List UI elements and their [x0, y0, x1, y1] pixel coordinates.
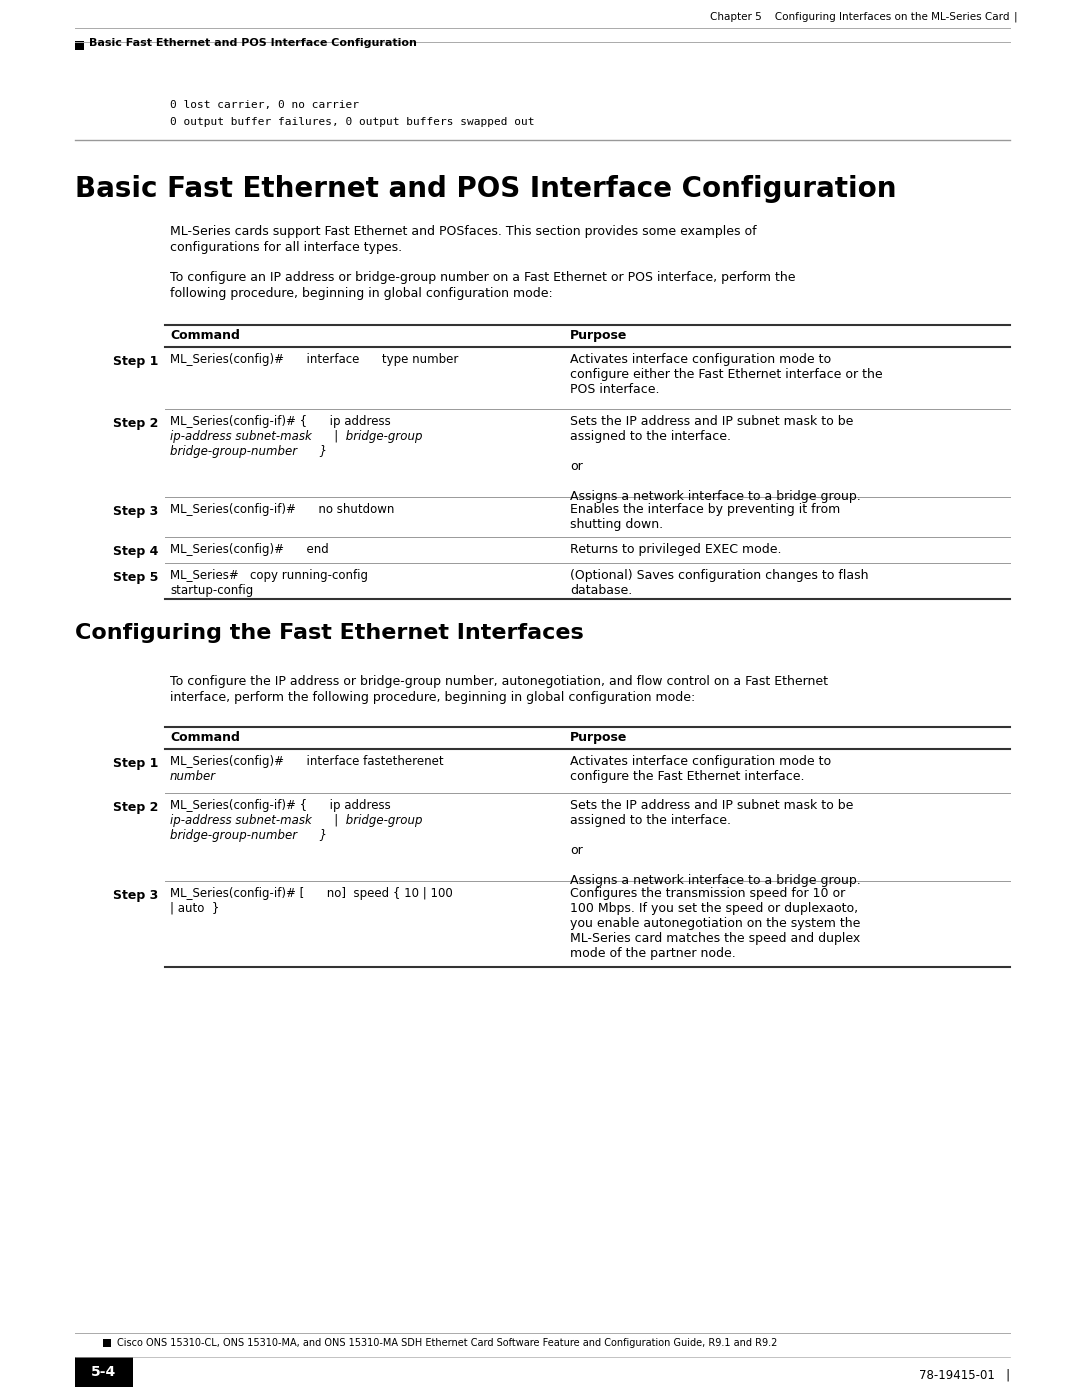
Text: Step 1: Step 1: [112, 355, 158, 367]
Text: mode of the partner node.: mode of the partner node.: [570, 947, 735, 960]
Text: configure the Fast Ethernet interface.: configure the Fast Ethernet interface.: [570, 770, 805, 782]
Text: Step 3: Step 3: [112, 888, 158, 902]
Text: Cisco ONS 15310-CL, ONS 15310-MA, and ONS 15310-MA SDH Ethernet Card Software Fe: Cisco ONS 15310-CL, ONS 15310-MA, and ON…: [117, 1338, 778, 1348]
Text: |: |: [1014, 11, 1017, 22]
Text: Step 5: Step 5: [112, 571, 158, 584]
Text: Activates interface configuration mode to: Activates interface configuration mode t…: [570, 754, 832, 768]
Text: 5-4: 5-4: [92, 1365, 117, 1379]
Text: Step 2: Step 2: [112, 416, 158, 430]
Text: Basic Fast Ethernet and POS Interface Configuration: Basic Fast Ethernet and POS Interface Co…: [89, 38, 417, 47]
Text: you enable autonegotiation on the system the: you enable autonegotiation on the system…: [570, 916, 861, 930]
Text: Command: Command: [170, 330, 240, 342]
Text: Step 1: Step 1: [112, 757, 158, 770]
Text: Activates interface configuration mode to: Activates interface configuration mode t…: [570, 353, 832, 366]
Text: ip-address subnet-mask      |  bridge-group: ip-address subnet-mask | bridge-group: [170, 430, 422, 443]
Text: configurations for all interface types.: configurations for all interface types.: [170, 242, 402, 254]
Text: ML_Series#   copy running-config: ML_Series# copy running-config: [170, 569, 368, 583]
Text: assigned to the interface.: assigned to the interface.: [570, 430, 731, 443]
Text: ip-address subnet-mask      |  bridge-group: ip-address subnet-mask | bridge-group: [170, 814, 422, 827]
Text: database.: database.: [570, 584, 632, 597]
Text: ML_Series(config-if)# {      ip address: ML_Series(config-if)# { ip address: [170, 415, 391, 427]
Text: ML-Series cards support Fast Ethernet and POSfaces. This section provides some e: ML-Series cards support Fast Ethernet an…: [170, 225, 757, 237]
Text: ML_Series(config)#      end: ML_Series(config)# end: [170, 543, 328, 556]
Bar: [75, 41, 84, 50]
Text: Step 3: Step 3: [112, 504, 158, 518]
Text: configure either the Fast Ethernet interface or the: configure either the Fast Ethernet inter…: [570, 367, 882, 381]
Text: 78-19415-01   |: 78-19415-01 |: [919, 1369, 1010, 1382]
Text: Configures the transmission speed for 10 or: Configures the transmission speed for 10…: [570, 887, 846, 900]
Text: bridge-group-number      }: bridge-group-number }: [170, 446, 327, 458]
Text: ML_Series(config-if)#      no shutdown: ML_Series(config-if)# no shutdown: [170, 503, 394, 515]
Text: number: number: [170, 770, 216, 782]
Bar: [75, 1356, 133, 1387]
Text: | auto  }: | auto }: [170, 902, 219, 915]
Text: To configure the IP address or bridge-group number, autonegotiation, and flow co: To configure the IP address or bridge-gr…: [170, 675, 828, 687]
Text: or: or: [570, 844, 583, 856]
Text: ML_Series(config-if)# [      no]  speed { 10 | 100: ML_Series(config-if)# [ no] speed { 10 |…: [170, 887, 453, 900]
Bar: [103, 1338, 111, 1347]
Text: To configure an IP address or bridge-group number on a Fast Ethernet or POS inte: To configure an IP address or bridge-gro…: [170, 271, 796, 284]
Text: assigned to the interface.: assigned to the interface.: [570, 814, 731, 827]
Text: Assigns a network interface to a bridge group.: Assigns a network interface to a bridge …: [570, 875, 861, 887]
Text: startup-config: startup-config: [170, 584, 253, 597]
Text: Enables the interface by preventing it from: Enables the interface by preventing it f…: [570, 503, 840, 515]
Text: Command: Command: [170, 731, 240, 745]
Text: shutting down.: shutting down.: [570, 518, 663, 531]
Text: or: or: [570, 460, 583, 474]
Text: Purpose: Purpose: [570, 330, 627, 342]
Text: ML_Series(config)#      interface      type number: ML_Series(config)# interface type number: [170, 353, 458, 366]
Text: ML_Series(config-if)# {      ip address: ML_Series(config-if)# { ip address: [170, 799, 391, 812]
Text: 0 output buffer failures, 0 output buffers swapped out: 0 output buffer failures, 0 output buffe…: [170, 117, 535, 127]
Text: following procedure, beginning in global configuration mode:: following procedure, beginning in global…: [170, 286, 553, 300]
Text: ML-Series card matches the speed and duplex: ML-Series card matches the speed and dup…: [570, 932, 861, 944]
Text: Returns to privileged EXEC mode.: Returns to privileged EXEC mode.: [570, 543, 782, 556]
Text: Configuring the Fast Ethernet Interfaces: Configuring the Fast Ethernet Interfaces: [75, 623, 584, 643]
Text: Step 4: Step 4: [112, 545, 158, 557]
Text: Sets the IP address and IP subnet mask to be: Sets the IP address and IP subnet mask t…: [570, 415, 853, 427]
Text: (Optional) Saves configuration changes to flash: (Optional) Saves configuration changes t…: [570, 569, 868, 583]
Text: Sets the IP address and IP subnet mask to be: Sets the IP address and IP subnet mask t…: [570, 799, 853, 812]
Text: interface, perform the following procedure, beginning in global configuration mo: interface, perform the following procedu…: [170, 692, 696, 704]
Text: Chapter 5    Configuring Interfaces on the ML-Series Card: Chapter 5 Configuring Interfaces on the …: [711, 13, 1010, 22]
Text: 100 Mbps. If you set the speed or duplexaoto,: 100 Mbps. If you set the speed or duplex…: [570, 902, 859, 915]
Text: POS interface.: POS interface.: [570, 383, 660, 395]
Text: ML_Series(config)#      interface fastetherenet: ML_Series(config)# interface fastetheren…: [170, 754, 444, 768]
Text: Step 2: Step 2: [112, 800, 158, 814]
Text: Basic Fast Ethernet and POS Interface Configuration: Basic Fast Ethernet and POS Interface Co…: [75, 175, 896, 203]
Text: 0 lost carrier, 0 no carrier: 0 lost carrier, 0 no carrier: [170, 101, 359, 110]
Text: bridge-group-number      }: bridge-group-number }: [170, 828, 327, 842]
Text: Purpose: Purpose: [570, 731, 627, 745]
Text: Assigns a network interface to a bridge group.: Assigns a network interface to a bridge …: [570, 490, 861, 503]
